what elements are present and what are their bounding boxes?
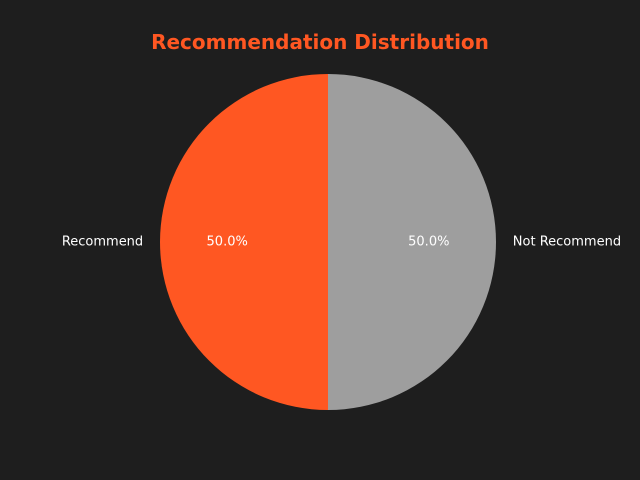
pie-slice-not-recommend xyxy=(328,74,496,410)
slice-label-recommend: Recommend xyxy=(62,235,143,250)
chart-title: Recommendation Distribution xyxy=(151,30,489,54)
pie-slice-recommend xyxy=(160,74,328,410)
percent-label-recommend: 50.0% xyxy=(207,235,248,250)
percent-label-not-recommend: 50.0% xyxy=(408,235,449,250)
slice-label-not-recommend: Not Recommend xyxy=(513,235,621,250)
